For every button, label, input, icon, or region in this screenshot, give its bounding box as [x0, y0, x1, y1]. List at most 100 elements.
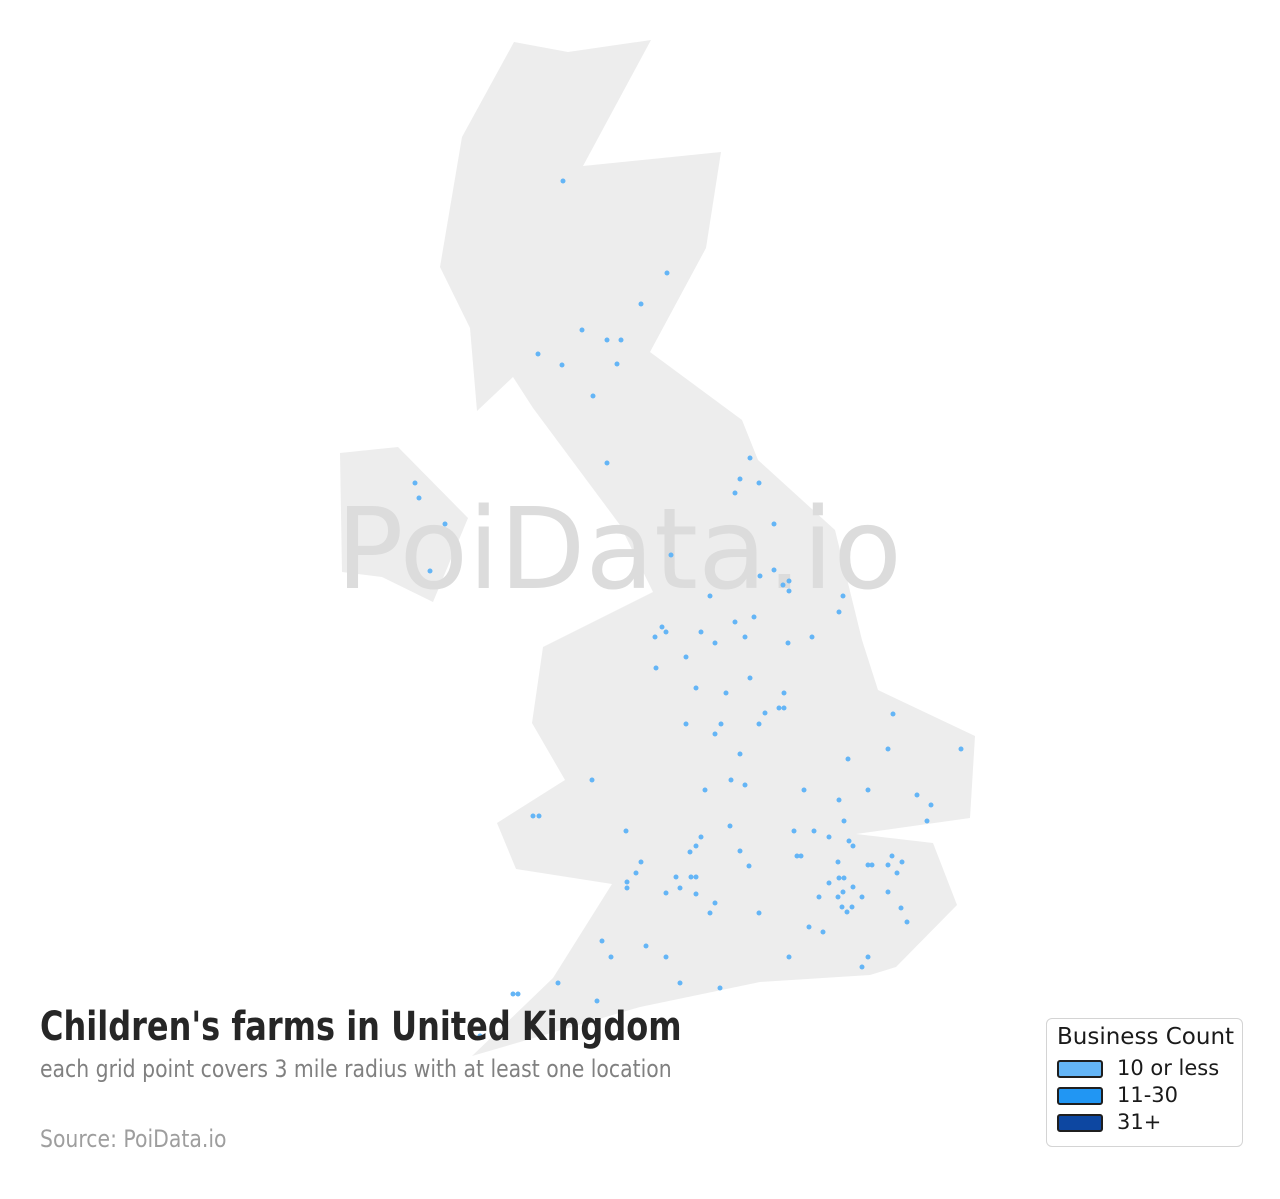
map-dot — [732, 490, 738, 496]
legend-item-10-or-less: 10 or less — [1057, 1056, 1232, 1081]
map-dot — [786, 954, 792, 960]
map-dot — [781, 705, 787, 711]
map-dot — [809, 634, 815, 640]
map-dot — [535, 351, 541, 357]
legend-label: 10 or less — [1117, 1056, 1220, 1081]
legend-item-11-30: 11-30 — [1057, 1083, 1232, 1108]
map-dot — [865, 862, 871, 868]
map-dot — [737, 751, 743, 757]
map-dot — [835, 894, 841, 900]
map-dot — [643, 943, 649, 949]
map-dot — [579, 327, 585, 333]
map-dot — [885, 889, 891, 895]
map-dot — [712, 640, 718, 646]
map-dot — [836, 875, 842, 881]
map-dot — [776, 705, 782, 711]
map-dot — [885, 862, 891, 868]
map-dot — [844, 909, 850, 915]
map-dot — [751, 614, 757, 620]
map-dot — [717, 985, 723, 991]
map-dot — [924, 818, 930, 824]
map-dot — [889, 853, 895, 859]
map-dot — [693, 874, 699, 880]
map-dot — [732, 619, 738, 625]
legend-swatch-medium-blue — [1057, 1086, 1103, 1105]
map-dot — [781, 690, 787, 696]
map-dot — [555, 980, 561, 986]
map-dot — [904, 919, 910, 925]
map-dot — [835, 859, 841, 865]
map-dot — [845, 756, 851, 762]
legend-swatch-dark-blue — [1057, 1113, 1103, 1132]
map-dot — [677, 885, 683, 891]
map-dot — [737, 476, 743, 482]
map-dot — [771, 567, 777, 573]
map-dot — [756, 910, 762, 916]
map-dot — [589, 777, 595, 783]
map-dot — [737, 848, 743, 854]
map-dot — [816, 894, 822, 900]
map-dot — [594, 998, 600, 1004]
map-dot — [771, 521, 777, 527]
map-dot — [836, 797, 842, 803]
legend-label: 11-30 — [1117, 1083, 1179, 1108]
map-dot — [664, 270, 670, 276]
legend-title: Business Count — [1057, 1024, 1235, 1050]
map-dot — [614, 361, 620, 367]
map-dot — [836, 609, 842, 615]
map-dot — [638, 301, 644, 307]
map-dot — [791, 828, 797, 834]
map-dot — [683, 721, 689, 727]
map-dot — [560, 178, 566, 184]
map-dot — [839, 904, 845, 910]
source-note: Source: PoiData.io — [40, 1125, 227, 1153]
map-dot — [673, 874, 679, 880]
map-dot — [727, 823, 733, 829]
map-dot — [702, 787, 708, 793]
map-dot — [811, 828, 817, 834]
map-dot — [624, 879, 630, 885]
chart-title: Children's farms in United Kingdom — [40, 1004, 682, 1050]
map-dot — [747, 675, 753, 681]
map-dot — [677, 980, 683, 986]
map-dot — [840, 593, 846, 599]
map-dot — [559, 362, 565, 368]
map-dot — [693, 685, 699, 691]
legend-swatch-light-blue — [1057, 1059, 1103, 1078]
map-dot — [742, 782, 748, 788]
map-dot — [536, 813, 542, 819]
map-dot — [786, 588, 792, 594]
map-dot — [850, 884, 856, 890]
map-dot — [859, 964, 865, 970]
map-dot — [698, 629, 704, 635]
map-dot — [530, 813, 536, 819]
map-dot — [869, 862, 875, 868]
map-dot — [846, 838, 852, 844]
map-dot — [894, 870, 900, 876]
map-dot — [638, 859, 644, 865]
map-dot — [599, 938, 605, 944]
map-dot — [510, 991, 516, 997]
map-dot — [515, 991, 521, 997]
map-dot — [762, 710, 768, 716]
map-dot — [865, 954, 871, 960]
map-dot — [718, 721, 724, 727]
map-dot — [801, 787, 807, 793]
map-dot — [859, 894, 865, 900]
map-dot — [477, 1033, 483, 1039]
map-dot — [693, 891, 699, 897]
region-great-britain — [440, 40, 975, 1056]
map-dot — [899, 859, 905, 865]
map-dot — [914, 792, 920, 798]
region-northern-ireland — [340, 447, 468, 602]
map-dot — [841, 875, 847, 881]
map-dot — [618, 337, 624, 343]
map-dot — [659, 624, 665, 630]
map-dot — [806, 924, 812, 930]
map-dot — [712, 731, 718, 737]
map-dot — [885, 746, 891, 752]
chart-subtitle: each grid point covers 3 mile radius wit… — [40, 1055, 672, 1083]
map-dot — [958, 746, 964, 752]
map-dot — [841, 818, 847, 824]
